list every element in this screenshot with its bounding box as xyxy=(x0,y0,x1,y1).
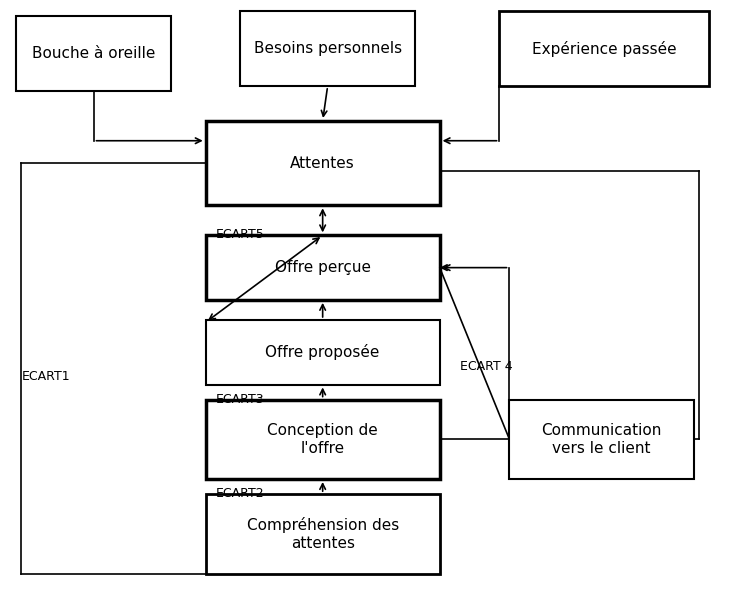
Text: ECART5: ECART5 xyxy=(215,228,264,241)
FancyBboxPatch shape xyxy=(206,235,439,300)
FancyBboxPatch shape xyxy=(206,121,439,205)
Text: ECART2: ECART2 xyxy=(215,487,264,500)
FancyBboxPatch shape xyxy=(206,320,439,385)
FancyBboxPatch shape xyxy=(510,399,694,479)
Text: Offre perçue: Offre perçue xyxy=(274,260,371,275)
FancyBboxPatch shape xyxy=(499,11,709,86)
FancyBboxPatch shape xyxy=(206,399,439,479)
Text: Bouche à oreille: Bouche à oreille xyxy=(32,46,155,61)
Text: ECART1: ECART1 xyxy=(21,370,70,383)
FancyBboxPatch shape xyxy=(16,17,171,91)
Text: Conception de
l'offre: Conception de l'offre xyxy=(267,423,378,455)
FancyBboxPatch shape xyxy=(206,494,439,573)
Text: ECART3: ECART3 xyxy=(215,392,264,405)
Text: Offre proposée: Offre proposée xyxy=(266,344,380,360)
Text: Besoins personnels: Besoins personnels xyxy=(253,41,402,56)
Text: Expérience passée: Expérience passée xyxy=(531,41,677,57)
Text: Compréhension des
attentes: Compréhension des attentes xyxy=(247,517,399,550)
FancyBboxPatch shape xyxy=(240,11,415,86)
Text: Communication
vers le client: Communication vers le client xyxy=(542,423,662,455)
Text: Attentes: Attentes xyxy=(291,156,355,171)
Text: ECART 4: ECART 4 xyxy=(460,360,512,373)
